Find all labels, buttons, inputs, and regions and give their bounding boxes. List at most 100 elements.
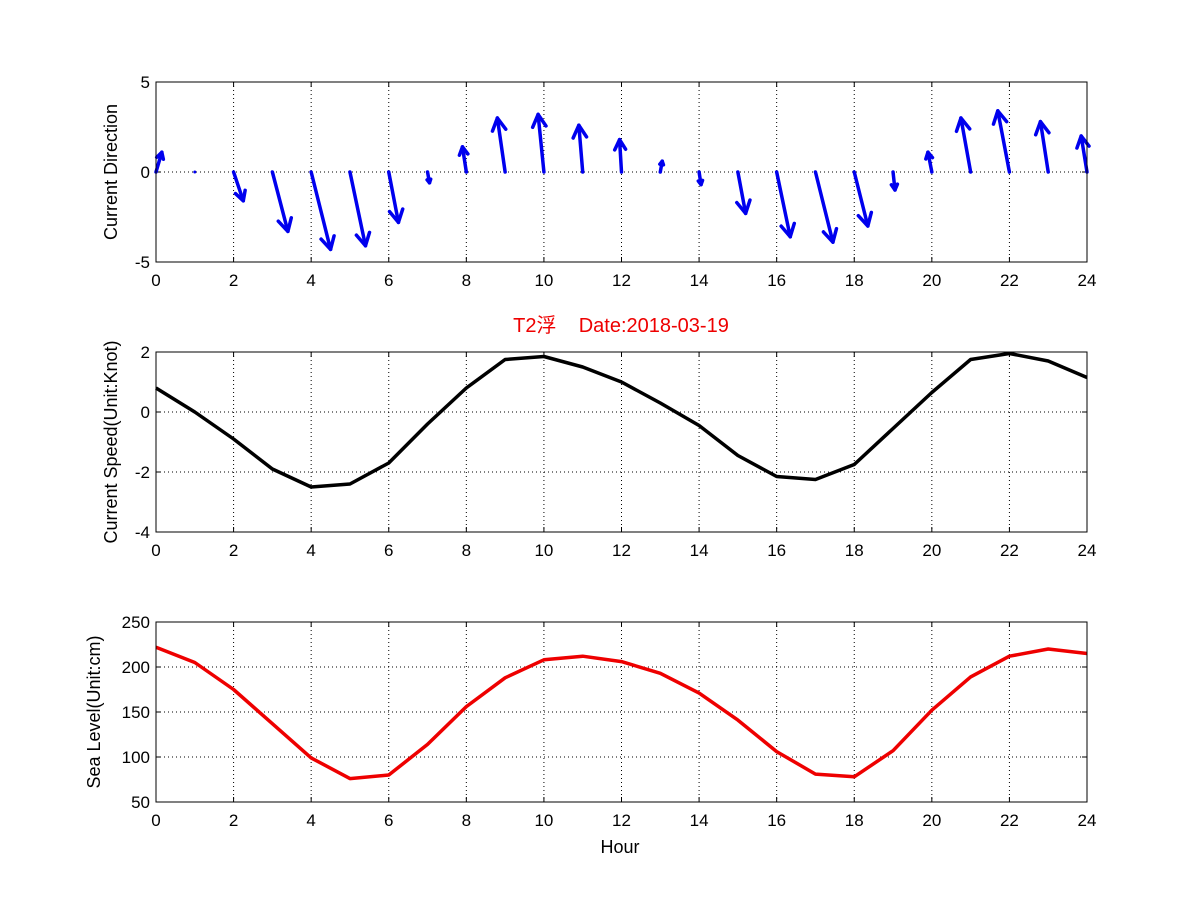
x-tick-label: 18	[845, 271, 864, 290]
x-tick-label: 8	[462, 811, 471, 830]
y-tick-label: 0	[141, 163, 150, 182]
x-tick-label: 12	[612, 811, 631, 830]
x-tick-label: 24	[1078, 811, 1097, 830]
x-tick-label: 0	[151, 271, 160, 290]
current-arrow	[270, 170, 294, 234]
current-arrow-head	[276, 216, 294, 234]
current-arrow	[924, 150, 935, 174]
current-arrow-head	[354, 230, 372, 248]
current-arrow	[348, 170, 372, 248]
x-tick-label: 12	[612, 271, 631, 290]
axes-frame	[155, 621, 1088, 803]
x-tick-label: 12	[612, 541, 631, 560]
y-tick-label: 50	[131, 793, 150, 812]
current-arrow	[193, 170, 197, 174]
current-arrow-shaft	[460, 145, 469, 174]
current-arrow-head	[571, 123, 589, 140]
current-arrow	[954, 116, 973, 174]
current-arrow	[658, 159, 666, 174]
current-arrow-shaft	[309, 170, 333, 252]
x-tick-label: 24	[1078, 541, 1097, 560]
current-arrow-shaft	[959, 116, 973, 174]
axes-frame	[155, 351, 1088, 533]
x-tick-label: 0	[151, 811, 160, 830]
speed-ylabel: Current Speed(Unit:Knot)	[101, 340, 121, 543]
current-arrow	[425, 170, 433, 185]
current-arrow-shaft	[1079, 134, 1089, 174]
sea-level-line	[155, 645, 1088, 781]
sea-level-ylabel: Sea Level(Unit:cm)	[84, 635, 104, 788]
current-arrow	[530, 112, 548, 174]
y-tick-label: -5	[135, 253, 150, 272]
current-arrow-head	[924, 150, 935, 161]
x-tick-label: 2	[229, 811, 238, 830]
current-arrow-shaft	[536, 112, 546, 174]
current-arrow-shaft	[852, 170, 870, 228]
current-arrow-head	[991, 109, 1009, 126]
x-tick-label: 20	[922, 541, 941, 560]
current-arrow	[1033, 119, 1051, 174]
current-arrow-shaft	[387, 170, 401, 225]
x-tick-label: 8	[462, 541, 471, 560]
current-arrow-head	[425, 177, 433, 185]
x-tick-label: 16	[767, 541, 786, 560]
x-tick-label: 2	[229, 541, 238, 560]
y-tick-label: 200	[122, 658, 150, 677]
x-tick-label: 20	[922, 811, 941, 830]
current-arrow-head	[387, 207, 405, 225]
current-arrow	[490, 116, 508, 174]
x-tick-label: 22	[1000, 541, 1019, 560]
current-arrow-head	[1075, 134, 1091, 150]
current-arrow-head	[154, 150, 166, 162]
current-arrow-head	[612, 137, 628, 152]
x-tick-label: 2	[229, 271, 238, 290]
x-tick-label: 10	[534, 541, 553, 560]
current-arrow-head	[735, 198, 752, 216]
x-tick-label: 14	[690, 271, 709, 290]
y-tick-label: -4	[135, 523, 150, 542]
current-arrow	[231, 170, 247, 203]
x-tick-label: 14	[690, 811, 709, 830]
current-arrow-head	[658, 159, 666, 167]
current-speed-line	[155, 351, 1088, 489]
current-arrow	[813, 170, 839, 244]
x-tick-label: 6	[384, 541, 393, 560]
current-arrow	[735, 170, 752, 216]
x-tick-label: 4	[306, 541, 315, 560]
x-tick-label: 14	[690, 541, 709, 560]
current-arrow-shaft	[231, 170, 246, 203]
axes-frame	[155, 81, 1088, 263]
current-arrow-head	[233, 188, 247, 203]
y-tick-label: -2	[135, 463, 150, 482]
current-arrow-shaft	[774, 170, 792, 239]
current-arrow-head	[856, 210, 874, 228]
x-tick-label: 16	[767, 271, 786, 290]
y-tick-label: 0	[141, 403, 150, 422]
x-tick-label: 18	[845, 811, 864, 830]
current-arrow	[1075, 134, 1091, 174]
current-arrow	[852, 170, 874, 228]
current-arrow	[387, 170, 405, 225]
current-arrow-shaft	[348, 170, 368, 248]
current-arrow	[612, 137, 628, 174]
current-arrow	[991, 109, 1012, 174]
current-arrow-head	[1033, 119, 1051, 137]
chart-title: T2浮 Date:2018-03-19	[513, 314, 729, 337]
x-tick-label: 22	[1000, 271, 1019, 290]
x-tick-label: 18	[845, 541, 864, 560]
x-tick-label: 6	[384, 811, 393, 830]
current-arrow-head	[821, 226, 839, 244]
current-arrow-head	[490, 116, 508, 133]
current-arrow-shaft	[736, 170, 748, 216]
y-tick-label: 250	[122, 613, 150, 632]
current-arrow-head	[889, 182, 900, 192]
x-tick-label: 4	[306, 271, 315, 290]
x-tick-label: 22	[1000, 811, 1019, 830]
current-arrow-head	[954, 116, 972, 134]
current-arrow	[696, 170, 705, 187]
current-arrow-shaft	[617, 137, 624, 174]
current-arrow-head	[319, 234, 336, 252]
